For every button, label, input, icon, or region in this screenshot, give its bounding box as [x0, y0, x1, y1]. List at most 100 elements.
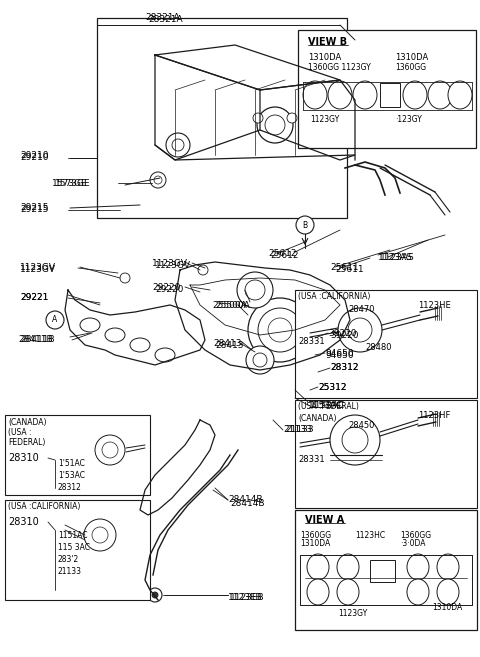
Text: 28331: 28331 — [298, 338, 324, 346]
Text: 28312: 28312 — [330, 363, 359, 373]
Text: 28411B: 28411B — [20, 336, 55, 344]
Text: 28312: 28312 — [58, 482, 82, 491]
Ellipse shape — [428, 81, 452, 109]
Text: A: A — [52, 315, 58, 325]
Text: 1'53AC: 1'53AC — [58, 470, 85, 480]
Ellipse shape — [80, 318, 100, 332]
Text: FEDERAL): FEDERAL) — [8, 438, 46, 447]
Circle shape — [46, 311, 64, 329]
Circle shape — [245, 280, 265, 300]
Text: (USA :: (USA : — [8, 428, 32, 436]
Circle shape — [310, 330, 326, 346]
Ellipse shape — [155, 348, 175, 362]
Text: 1123HC: 1123HC — [355, 530, 385, 539]
Text: 29215: 29215 — [20, 206, 48, 214]
Text: 1151AC: 1151AC — [58, 530, 87, 539]
Text: 28331: 28331 — [298, 455, 324, 464]
Bar — [380, 83, 400, 107]
Ellipse shape — [307, 554, 329, 580]
Text: 1123HF: 1123HF — [418, 411, 450, 420]
Text: VIEW B: VIEW B — [308, 37, 347, 47]
Circle shape — [148, 588, 162, 602]
Ellipse shape — [407, 554, 429, 580]
Ellipse shape — [403, 81, 427, 109]
Text: 29215: 29215 — [20, 202, 48, 212]
Text: 28310: 28310 — [8, 453, 39, 463]
Circle shape — [296, 216, 314, 234]
Bar — [370, 560, 395, 582]
Text: 1360GG: 1360GG — [300, 530, 331, 539]
Text: 39220: 39220 — [328, 328, 357, 338]
Circle shape — [172, 139, 184, 151]
Circle shape — [265, 115, 285, 135]
Text: 25611: 25611 — [335, 265, 364, 275]
Circle shape — [102, 442, 118, 458]
Text: 25500A: 25500A — [215, 300, 250, 309]
Bar — [295, 290, 477, 398]
Text: 1123EB: 1123EB — [228, 593, 263, 602]
Circle shape — [257, 107, 293, 143]
Ellipse shape — [307, 579, 329, 605]
Circle shape — [348, 318, 372, 342]
Text: 28411B: 28411B — [18, 336, 53, 344]
Bar — [5, 500, 150, 600]
Text: 21133: 21133 — [58, 568, 82, 576]
Text: (USA :CALIFORNIA): (USA :CALIFORNIA) — [298, 292, 371, 302]
Text: 28414B: 28414B — [228, 495, 263, 505]
Text: 1123GV: 1123GV — [20, 263, 56, 273]
Circle shape — [248, 298, 312, 362]
Text: 1310DA: 1310DA — [432, 604, 462, 612]
Ellipse shape — [353, 81, 377, 109]
Text: 25312: 25312 — [318, 384, 347, 392]
Text: 1360GG 1123GY: 1360GG 1123GY — [308, 64, 371, 72]
Text: 29221: 29221 — [20, 294, 48, 302]
Ellipse shape — [303, 81, 327, 109]
Text: (USA :FEDERAL): (USA :FEDERAL) — [298, 403, 359, 411]
Text: 1573GE: 1573GE — [52, 179, 88, 187]
Text: 25312: 25312 — [318, 382, 347, 392]
Text: 29221: 29221 — [20, 294, 48, 302]
Circle shape — [338, 308, 382, 352]
Text: B: B — [302, 221, 308, 229]
Circle shape — [152, 592, 158, 598]
Text: 28470: 28470 — [348, 306, 374, 315]
Circle shape — [150, 172, 166, 188]
Text: ·123GY: ·123GY — [395, 116, 422, 124]
Text: 1310DA: 1310DA — [395, 53, 428, 62]
Text: (CANADA): (CANADA) — [8, 417, 47, 426]
Circle shape — [268, 318, 292, 342]
Text: 28480: 28480 — [365, 344, 392, 353]
Circle shape — [253, 353, 267, 367]
Text: 25500A: 25500A — [212, 300, 247, 309]
Circle shape — [342, 427, 368, 453]
Text: 1123GY: 1123GY — [338, 610, 367, 618]
Ellipse shape — [105, 328, 125, 342]
Text: 1123GV: 1123GV — [152, 258, 188, 267]
Text: 29220: 29220 — [155, 286, 183, 294]
Ellipse shape — [337, 554, 359, 580]
Text: 28414B: 28414B — [230, 499, 264, 507]
Text: 115 3AC: 115 3AC — [58, 543, 90, 553]
Text: 1'51AC: 1'51AC — [58, 459, 85, 468]
Text: 28413: 28413 — [213, 338, 241, 348]
Bar — [295, 510, 477, 630]
Text: 29210: 29210 — [20, 154, 48, 162]
Bar — [298, 30, 476, 148]
Text: 29220: 29220 — [152, 283, 180, 292]
Text: 1123GV: 1123GV — [20, 265, 56, 275]
Text: 1310DA: 1310DA — [308, 53, 341, 62]
Text: 28321A: 28321A — [148, 16, 182, 24]
Circle shape — [154, 176, 162, 184]
Text: 28450: 28450 — [348, 420, 374, 430]
Ellipse shape — [328, 81, 352, 109]
Text: 28312: 28312 — [330, 363, 359, 373]
Text: 1123AS: 1123AS — [378, 252, 413, 261]
Text: 94650: 94650 — [325, 350, 354, 359]
Circle shape — [120, 273, 130, 283]
Circle shape — [92, 527, 108, 543]
Bar — [295, 400, 477, 508]
Circle shape — [198, 265, 208, 275]
Text: 28310: 28310 — [8, 517, 39, 527]
Ellipse shape — [407, 579, 429, 605]
Text: 25611: 25611 — [330, 263, 359, 273]
